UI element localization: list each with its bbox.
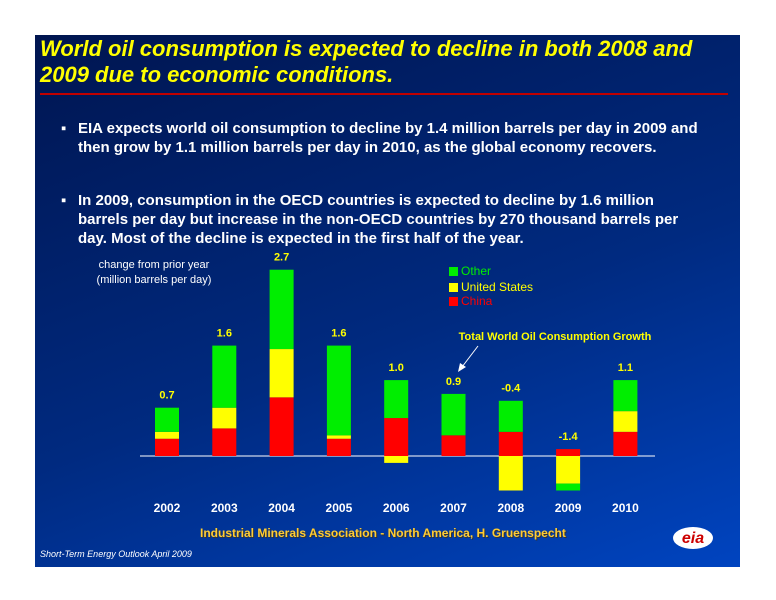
bullet: ▪ In 2009, consumption in the OECD countr… [61, 192, 679, 247]
bullet-text: In 2009, consumption in the OECD countri… [78, 192, 679, 247]
slide-background [35, 35, 740, 567]
legend-swatch [449, 297, 458, 306]
bullet: ▪ EIA expects world oil consumption to de… [61, 120, 698, 156]
legend-label: United States [461, 280, 533, 294]
bar-segment [556, 483, 581, 491]
logo: eia [682, 530, 704, 547]
legend-label: China [461, 294, 493, 308]
bar-segment [556, 456, 581, 484]
legend-label: Other [461, 264, 491, 278]
bar-segment [269, 397, 294, 456]
x-tick-label: 2009 [555, 501, 582, 515]
y-axis-label: change from prior year (million barrels … [96, 259, 212, 286]
slide-title: World oil consumption is expected to dec… [40, 36, 693, 87]
total-label: 1.6 [217, 328, 232, 340]
total-label: 2.7 [274, 252, 289, 264]
bar-segment [326, 435, 351, 439]
bar-segment [212, 407, 237, 429]
bar-segment [212, 428, 237, 456]
total-label: 0.9 [446, 376, 461, 388]
bar-segment [269, 269, 294, 350]
legend-swatch [449, 283, 458, 292]
x-tick-label: 2007 [440, 501, 467, 515]
bar-segment [613, 380, 638, 412]
x-tick-label: 2004 [268, 501, 295, 515]
bar-segment [384, 380, 409, 419]
bar-segment [384, 456, 409, 463]
bar-segment [326, 345, 351, 436]
bar-segment [326, 438, 351, 456]
x-tick-label: 2002 [154, 501, 181, 515]
annotation-arrowhead [458, 363, 466, 372]
total-label: 1.0 [389, 362, 404, 374]
annotation: Total World Oil Consumption Growth [459, 331, 652, 343]
x-tick-label: 2008 [497, 501, 524, 515]
total-label: -1.4 [559, 431, 579, 443]
legend-swatch [449, 267, 458, 276]
bar-segment [613, 431, 638, 456]
bar-segment [269, 349, 294, 398]
bar-segment [441, 435, 466, 456]
annotation-arrow [461, 345, 479, 368]
x-tick-label: 2006 [383, 501, 410, 515]
x-tick-label: 2005 [326, 501, 353, 515]
source: Short-Term Energy Outlook April 2009 [40, 549, 192, 559]
bar-segment [498, 431, 523, 456]
bar-segment [556, 449, 581, 456]
x-tick-label: 2003 [211, 501, 238, 515]
bar-segment [613, 411, 638, 432]
bar-segment [212, 345, 237, 408]
total-label: -0.4 [501, 383, 521, 395]
title-rule [40, 93, 728, 95]
bar-segment [155, 407, 179, 432]
footer: Industrial Minerals Association - North … [200, 526, 566, 540]
bar-segment [155, 438, 179, 456]
logo-badge [673, 527, 713, 549]
bar-segment [498, 400, 523, 432]
bar-segment [155, 431, 179, 439]
x-tick-label: 2010 [612, 501, 639, 515]
bullet-text: EIA expects world oil consumption to dec… [78, 120, 698, 156]
total-label: 1.1 [618, 362, 633, 374]
bar-segment [498, 456, 523, 491]
total-label: 0.7 [159, 390, 174, 402]
total-label: 1.6 [331, 328, 346, 340]
bar-segment [441, 393, 466, 436]
bar-segment [384, 418, 409, 456]
